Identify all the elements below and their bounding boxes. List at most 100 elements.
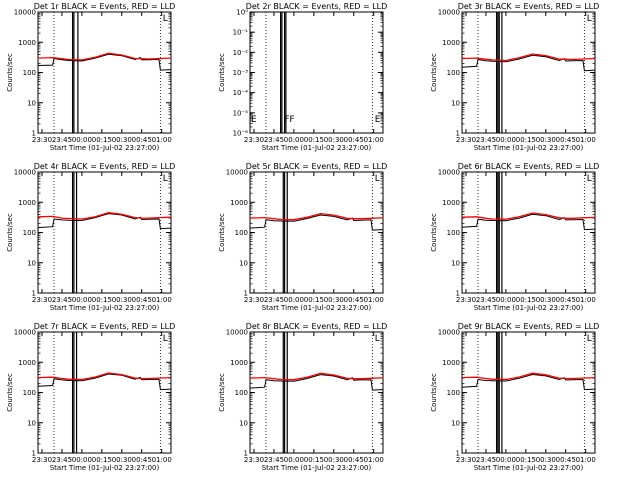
flag-label: E	[375, 115, 381, 125]
x-tick-label: 00:15	[516, 456, 536, 464]
y-tick-label: 10000	[438, 9, 460, 17]
events-series-line	[37, 213, 172, 230]
x-tick-label: 01:00	[576, 296, 596, 304]
y-tick-label: 1	[456, 450, 460, 458]
x-axis-label: Start Time (01-Jul-02 23:27:00)	[50, 304, 160, 312]
x-tick-label: 00:45	[344, 456, 364, 464]
x-tick-label: 00:15	[304, 136, 324, 144]
y-tick-label: 1000	[442, 199, 460, 207]
events-series-line	[37, 373, 172, 391]
panel-det-1: Det 1r BLACK = Events, RED = LLD 23:30 23:…	[6, 2, 175, 152]
y-tick-label: 10⁻⁴	[233, 89, 249, 97]
x-tick-label: 00:30	[324, 136, 344, 144]
x-tick-label: 23:30	[244, 136, 264, 144]
x-axis-label: Start Time (01-Jul-02 23:27:00)	[474, 304, 584, 312]
y-tick-label: 1	[244, 450, 248, 458]
plot-frame	[37, 171, 172, 294]
flag-label: FF	[284, 115, 294, 125]
y-tick-label: 10	[451, 99, 460, 107]
events-series-line	[249, 214, 384, 231]
x-tick-label: 00:30	[324, 296, 344, 304]
events-series-line	[461, 213, 596, 231]
panel-det-4: Det 4r BLACK = Events, RED = LLD 23:30 23:…	[6, 162, 175, 312]
x-tick-label: 00:00	[72, 136, 92, 144]
panel-title: Det 7r BLACK = Events, RED = LLD	[34, 322, 176, 331]
y-tick-label: 100	[235, 389, 248, 397]
x-tick-label: 00:45	[556, 136, 576, 144]
flag-label: L	[163, 174, 168, 184]
plot-frame	[461, 331, 596, 454]
y-tick-label: 10000	[226, 329, 248, 337]
lld-series-line	[249, 372, 384, 381]
panel-title: Det 4r BLACK = Events, RED = LLD	[34, 162, 176, 171]
y-tick-label: 10⁻³	[233, 69, 249, 77]
x-tick-label: 00:30	[112, 296, 132, 304]
x-tick-label: 23:30	[244, 296, 264, 304]
lld-series-line	[37, 212, 172, 220]
x-tick-label: 00:45	[556, 296, 576, 304]
y-tick-label: 10000	[226, 169, 248, 177]
x-tick-label: 23:30	[456, 136, 476, 144]
y-axis-label: Counts/sec	[218, 373, 226, 412]
x-tick-label: 00:00	[72, 456, 92, 464]
x-tick-label: 01:00	[152, 456, 172, 464]
x-tick-label: 00:00	[284, 456, 304, 464]
y-axis-label: Counts/sec	[218, 213, 226, 252]
y-tick-label: 1000	[18, 359, 36, 367]
flag-label: L	[163, 334, 168, 344]
x-tick-label: 01:00	[364, 296, 384, 304]
y-tick-label: 10⁻⁵	[233, 109, 249, 117]
y-axis-label: Counts/sec	[430, 213, 438, 252]
x-tick-label: 01:00	[364, 136, 384, 144]
y-tick-label: 10000	[14, 329, 36, 337]
x-tick-label: 00:45	[556, 456, 576, 464]
flag-label: L	[375, 334, 380, 344]
y-tick-label: 10	[239, 419, 248, 427]
lld-series-line	[461, 212, 596, 220]
panel-det-5: Det 5r BLACK = Events, RED = LLD 23:30 23:…	[218, 162, 387, 312]
y-tick-label: 10000	[14, 169, 36, 177]
events-series-line	[461, 373, 596, 391]
x-tick-label: 00:00	[496, 136, 516, 144]
y-tick-label: 100	[23, 229, 36, 237]
x-tick-label: 00:30	[536, 136, 556, 144]
y-tick-label: 1000	[442, 39, 460, 47]
x-tick-label: 23:45	[264, 136, 284, 144]
y-axis-label: Counts/sec	[6, 213, 14, 252]
y-tick-label: 10⁻⁶	[233, 130, 249, 138]
y-tick-label: 10	[451, 259, 460, 267]
y-tick-label: 100	[447, 389, 460, 397]
lld-series-line	[249, 212, 384, 221]
x-tick-label: 23:30	[32, 296, 52, 304]
y-tick-label: 1000	[18, 39, 36, 47]
panel-det-3: Det 3r BLACK = Events, RED = LLD 23:30 23:…	[430, 2, 599, 152]
panel-title: Det 1r BLACK = Events, RED = LLD	[34, 2, 176, 11]
x-tick-label: 00:30	[112, 136, 132, 144]
x-tick-label: 00:15	[516, 136, 536, 144]
y-tick-label: 10	[27, 99, 36, 107]
y-axis-label: Counts/sec	[430, 53, 438, 92]
y-tick-label: 1000	[442, 359, 460, 367]
events-series-line	[249, 374, 384, 391]
panel-title: Det 9r BLACK = Events, RED = LLD	[458, 322, 600, 331]
y-axis-label: Counts/sec	[6, 53, 14, 92]
x-tick-label: 00:30	[536, 456, 556, 464]
x-axis-label: Start Time (01-Jul-02 23:27:00)	[474, 144, 584, 152]
panel-det-7: Det 7r BLACK = Events, RED = LLD 23:30 23:…	[6, 322, 175, 472]
flag-label: L	[163, 14, 168, 24]
x-tick-label: 00:45	[344, 136, 364, 144]
x-tick-label: 00:15	[92, 296, 112, 304]
x-tick-label: 01:00	[152, 136, 172, 144]
plot-frame	[249, 331, 384, 454]
y-tick-label: 1	[32, 290, 36, 298]
flag-label: E	[251, 115, 257, 125]
x-axis-label: Start Time (01-Jul-02 23:27:00)	[50, 464, 160, 472]
y-tick-label: 10⁻²	[233, 49, 249, 57]
y-tick-label: 1	[32, 130, 36, 138]
panel-det-8: Det 8r BLACK = Events, RED = LLD 23:30 23:…	[218, 322, 387, 472]
panel-det-2: Det 2r BLACK = Events, RED = LLD 23:30 23:…	[218, 2, 387, 152]
flag-label: L	[587, 14, 592, 24]
panel-title: Det 8r BLACK = Events, RED = LLD	[246, 322, 388, 331]
plot-frame	[461, 11, 596, 134]
